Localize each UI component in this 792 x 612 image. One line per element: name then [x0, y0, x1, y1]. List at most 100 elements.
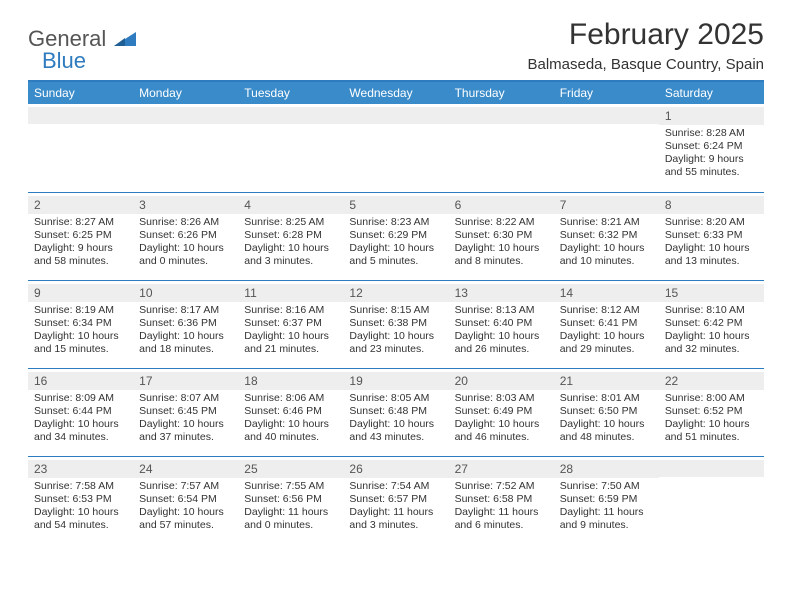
day-number: 11 [238, 284, 343, 302]
day-details: Sunrise: 8:17 AMSunset: 6:36 PMDaylight:… [133, 304, 238, 357]
daylight-text: Daylight: 10 hours and 10 minutes. [560, 242, 653, 268]
day-cell: 25Sunrise: 7:55 AMSunset: 6:56 PMDayligh… [238, 456, 343, 544]
day-number: 19 [343, 372, 448, 390]
daylight-text: Daylight: 9 hours and 55 minutes. [665, 153, 758, 179]
day-cell: 2Sunrise: 8:27 AMSunset: 6:25 PMDaylight… [28, 192, 133, 280]
sunset-text: Sunset: 6:30 PM [455, 229, 548, 242]
sunset-text: Sunset: 6:45 PM [139, 405, 232, 418]
weekday-header: Saturday [659, 81, 764, 104]
day-cell: 3Sunrise: 8:26 AMSunset: 6:26 PMDaylight… [133, 192, 238, 280]
day-details: Sunrise: 8:09 AMSunset: 6:44 PMDaylight:… [28, 392, 133, 445]
day-number: 17 [133, 372, 238, 390]
day-cell: 14Sunrise: 8:12 AMSunset: 6:41 PMDayligh… [554, 280, 659, 368]
day-details: Sunrise: 8:06 AMSunset: 6:46 PMDaylight:… [238, 392, 343, 445]
week-row: 16 Sunrise: 8:09 AMSunset: 6:44 PMDayligh… [28, 368, 764, 456]
week-row: 23Sunrise: 7:58 AMSunset: 6:53 PMDayligh… [28, 456, 764, 544]
day-number [238, 107, 343, 124]
day-cell: 7Sunrise: 8:21 AMSunset: 6:32 PMDaylight… [554, 192, 659, 280]
day-number: 16 [28, 372, 133, 390]
day-number: 1 [659, 107, 764, 125]
weekday-header: Wednesday [343, 81, 448, 104]
logo-word-blue: Blue [42, 48, 136, 74]
calendar-body: 1 Sunrise: 8:28 AMSunset: 6:24 PMDaylight… [28, 104, 764, 544]
daylight-text: Daylight: 11 hours and 6 minutes. [455, 506, 548, 532]
sunrise-text: Sunrise: 8:01 AM [560, 392, 653, 405]
sunrise-text: Sunrise: 8:21 AM [560, 216, 653, 229]
sunset-text: Sunset: 6:26 PM [139, 229, 232, 242]
day-cell: 8Sunrise: 8:20 AMSunset: 6:33 PMDaylight… [659, 192, 764, 280]
day-details: Sunrise: 8:05 AMSunset: 6:48 PMDaylight:… [343, 392, 448, 445]
day-number: 22 [659, 372, 764, 390]
day-number: 9 [28, 284, 133, 302]
day-number: 4 [238, 196, 343, 214]
day-details: Sunrise: 7:54 AMSunset: 6:57 PMDaylight:… [343, 480, 448, 533]
day-number [133, 107, 238, 124]
day-cell [238, 104, 343, 192]
week-row: 9Sunrise: 8:19 AMSunset: 6:34 PMDaylight… [28, 280, 764, 368]
sunrise-text: Sunrise: 8:00 AM [665, 392, 758, 405]
sunset-text: Sunset: 6:25 PM [34, 229, 127, 242]
day-details: Sunrise: 8:15 AMSunset: 6:38 PMDaylight:… [343, 304, 448, 357]
sunset-text: Sunset: 6:56 PM [244, 493, 337, 506]
day-number: 24 [133, 460, 238, 478]
daylight-text: Daylight: 10 hours and 5 minutes. [349, 242, 442, 268]
day-cell [133, 104, 238, 192]
logo: General Blue [28, 26, 136, 74]
day-cell: 24Sunrise: 7:57 AMSunset: 6:54 PMDayligh… [133, 456, 238, 544]
sunrise-text: Sunrise: 8:03 AM [455, 392, 548, 405]
day-details: Sunrise: 8:28 AMSunset: 6:24 PMDaylight:… [659, 127, 764, 180]
day-cell: 20 Sunrise: 8:03 AMSunset: 6:49 PMDayligh… [449, 368, 554, 456]
day-cell: 26Sunrise: 7:54 AMSunset: 6:57 PMDayligh… [343, 456, 448, 544]
day-details: Sunrise: 8:03 AMSunset: 6:49 PMDaylight:… [449, 392, 554, 445]
day-number [28, 107, 133, 124]
daylight-text: Daylight: 11 hours and 3 minutes. [349, 506, 442, 532]
sunset-text: Sunset: 6:49 PM [455, 405, 548, 418]
sunrise-text: Sunrise: 7:55 AM [244, 480, 337, 493]
location-text: Balmaseda, Basque Country, Spain [527, 56, 764, 73]
day-cell [28, 104, 133, 192]
day-details: Sunrise: 7:50 AMSunset: 6:59 PMDaylight:… [554, 480, 659, 533]
day-cell [343, 104, 448, 192]
day-cell [554, 104, 659, 192]
daylight-text: Daylight: 9 hours and 58 minutes. [34, 242, 127, 268]
weekday-header: Tuesday [238, 81, 343, 104]
sunrise-text: Sunrise: 7:50 AM [560, 480, 653, 493]
day-number: 5 [343, 196, 448, 214]
daylight-text: Daylight: 10 hours and 29 minutes. [560, 330, 653, 356]
day-cell: 15Sunrise: 8:10 AMSunset: 6:42 PMDayligh… [659, 280, 764, 368]
sunset-text: Sunset: 6:29 PM [349, 229, 442, 242]
sunrise-text: Sunrise: 8:07 AM [139, 392, 232, 405]
sunrise-text: Sunrise: 8:23 AM [349, 216, 442, 229]
weekday-header: Monday [133, 81, 238, 104]
day-number: 15 [659, 284, 764, 302]
day-cell: 6Sunrise: 8:22 AMSunset: 6:30 PMDaylight… [449, 192, 554, 280]
day-details: Sunrise: 8:20 AMSunset: 6:33 PMDaylight:… [659, 216, 764, 269]
sunset-text: Sunset: 6:42 PM [665, 317, 758, 330]
day-details: Sunrise: 8:12 AMSunset: 6:41 PMDaylight:… [554, 304, 659, 357]
day-cell: 4Sunrise: 8:25 AMSunset: 6:28 PMDaylight… [238, 192, 343, 280]
sunrise-text: Sunrise: 7:54 AM [349, 480, 442, 493]
sunset-text: Sunset: 6:36 PM [139, 317, 232, 330]
day-details: Sunrise: 8:22 AMSunset: 6:30 PMDaylight:… [449, 216, 554, 269]
daylight-text: Daylight: 10 hours and 37 minutes. [139, 418, 232, 444]
day-details: Sunrise: 8:26 AMSunset: 6:26 PMDaylight:… [133, 216, 238, 269]
sunrise-text: Sunrise: 8:05 AM [349, 392, 442, 405]
daylight-text: Daylight: 10 hours and 32 minutes. [665, 330, 758, 356]
day-number: 20 [449, 372, 554, 390]
sunset-text: Sunset: 6:57 PM [349, 493, 442, 506]
daylight-text: Daylight: 10 hours and 23 minutes. [349, 330, 442, 356]
day-number: 7 [554, 196, 659, 214]
sunset-text: Sunset: 6:52 PM [665, 405, 758, 418]
day-cell: 12Sunrise: 8:15 AMSunset: 6:38 PMDayligh… [343, 280, 448, 368]
sunset-text: Sunset: 6:46 PM [244, 405, 337, 418]
daylight-text: Daylight: 10 hours and 51 minutes. [665, 418, 758, 444]
sunrise-text: Sunrise: 7:52 AM [455, 480, 548, 493]
sunset-text: Sunset: 6:44 PM [34, 405, 127, 418]
logo-triangle-icon [114, 32, 136, 51]
day-number: 13 [449, 284, 554, 302]
sunset-text: Sunset: 6:28 PM [244, 229, 337, 242]
sunrise-text: Sunrise: 8:28 AM [665, 127, 758, 140]
daylight-text: Daylight: 10 hours and 57 minutes. [139, 506, 232, 532]
logo-text: General Blue [28, 26, 136, 74]
day-number: 21 [554, 372, 659, 390]
